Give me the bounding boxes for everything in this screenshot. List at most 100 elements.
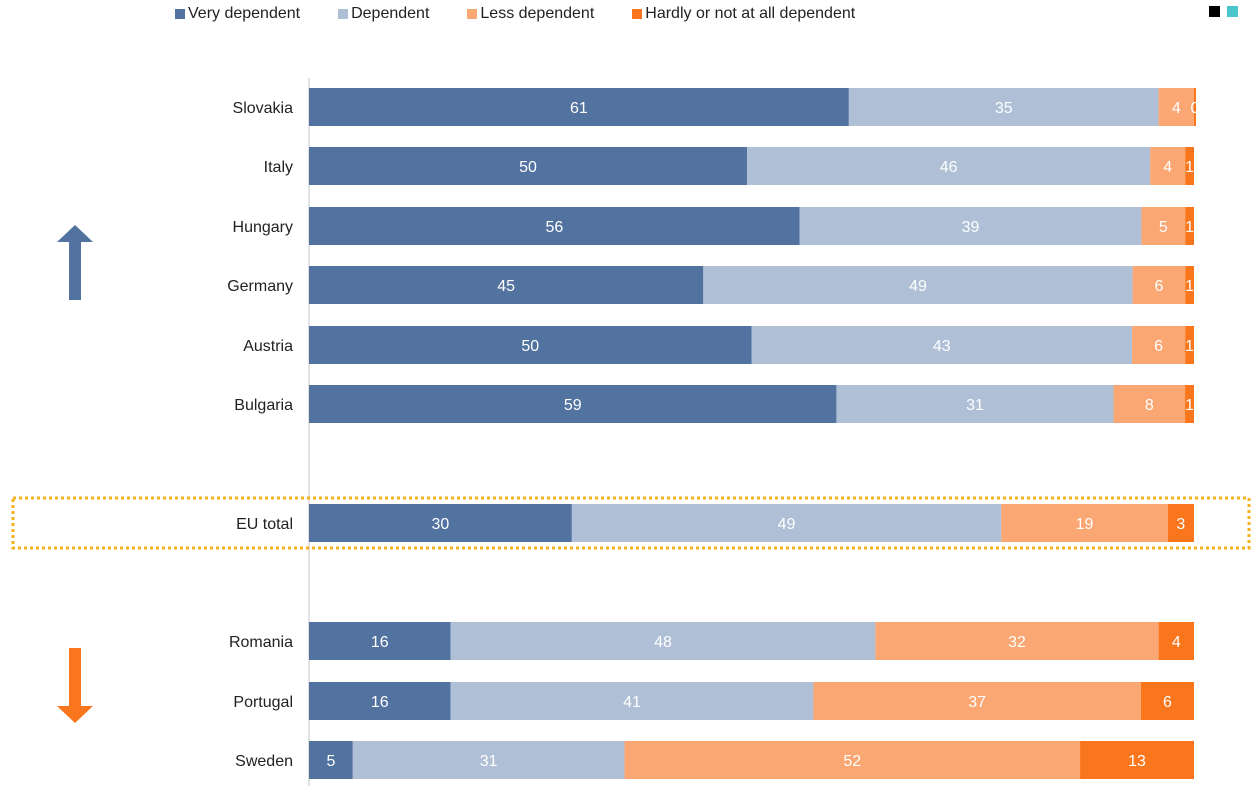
legend-label: Less dependent xyxy=(480,5,595,22)
category-label: EU total xyxy=(236,516,293,533)
bar-segment xyxy=(450,622,876,660)
data-label: 4 xyxy=(1172,634,1181,651)
bar-segment xyxy=(1113,385,1186,423)
bar-segment xyxy=(751,326,1133,364)
data-label: 19 xyxy=(1076,516,1094,533)
category-label: Austria xyxy=(243,338,293,355)
bar-segment xyxy=(1001,504,1168,542)
data-label: 30 xyxy=(432,516,450,533)
corner-swatch-black xyxy=(1209,6,1220,17)
category-label: Portugal xyxy=(233,694,293,711)
bar-segment xyxy=(309,207,800,245)
category-label: Hungary xyxy=(233,219,293,236)
corner-swatch-teal xyxy=(1227,6,1238,17)
category-label: Slovakia xyxy=(233,100,294,117)
bar-segment xyxy=(1080,741,1194,779)
category-label: Romania xyxy=(229,634,293,651)
data-label: 50 xyxy=(519,159,537,176)
data-label: 5 xyxy=(326,753,335,770)
legend-label: Hardly or not at all dependent xyxy=(645,5,856,22)
bar-segment xyxy=(352,741,625,779)
data-label: 39 xyxy=(962,219,980,236)
data-label: 1 xyxy=(1185,397,1194,414)
data-label: 48 xyxy=(654,634,672,651)
down-arrow-icon xyxy=(57,648,93,723)
bar-segment xyxy=(309,147,748,185)
data-label: 59 xyxy=(564,397,582,414)
data-label: 6 xyxy=(1163,694,1172,711)
bar-segment xyxy=(1141,207,1186,245)
bar-segment xyxy=(1140,682,1194,720)
bar-segment xyxy=(571,504,1002,542)
bar-segment xyxy=(309,504,572,542)
data-label: 31 xyxy=(480,753,498,770)
legend-swatch xyxy=(175,9,185,19)
data-label: 3 xyxy=(1176,516,1185,533)
bar-segment xyxy=(1158,88,1194,126)
data-label: 52 xyxy=(843,753,861,770)
data-label: 32 xyxy=(1008,634,1026,651)
bar-segment xyxy=(1185,385,1194,423)
data-label: 49 xyxy=(909,278,927,295)
data-label: 13 xyxy=(1128,753,1146,770)
bar-segment xyxy=(309,741,353,779)
data-label: 1 xyxy=(1185,338,1194,355)
legend-swatch xyxy=(338,9,349,19)
bar-segment xyxy=(1185,147,1194,185)
bar-segment xyxy=(848,88,1159,126)
bar-segment xyxy=(799,207,1142,245)
bar-segment xyxy=(1185,207,1194,245)
bar-segment xyxy=(1194,88,1196,126)
bar-segment xyxy=(309,88,849,126)
legend-swatch xyxy=(467,9,478,19)
bar-segment xyxy=(813,682,1141,720)
legend-swatch xyxy=(632,9,643,19)
bar-segment xyxy=(309,682,451,720)
data-label: 31 xyxy=(966,397,984,414)
bar-segment xyxy=(624,741,1081,779)
up-arrow-icon xyxy=(57,225,93,300)
data-label: 49 xyxy=(778,516,796,533)
category-label: Sweden xyxy=(235,753,293,770)
data-label: 4 xyxy=(1163,159,1172,176)
bar-segment xyxy=(1132,326,1186,364)
bar-segment xyxy=(1158,622,1194,660)
data-label: 56 xyxy=(545,219,563,236)
bar-segment xyxy=(1150,147,1186,185)
data-label: 8 xyxy=(1145,397,1154,414)
bar-segment xyxy=(1185,326,1194,364)
bar-segment xyxy=(309,266,704,304)
eu-total-highlight-box xyxy=(11,496,1251,550)
data-label: 16 xyxy=(371,634,389,651)
data-label: 4 xyxy=(1172,100,1181,117)
data-label: 45 xyxy=(497,278,515,295)
data-label: 6 xyxy=(1154,338,1163,355)
data-label: 6 xyxy=(1154,278,1163,295)
legend-label: Dependent xyxy=(351,5,430,22)
data-label: 1 xyxy=(1185,278,1194,295)
category-label: Bulgaria xyxy=(234,397,293,414)
data-label: 1 xyxy=(1185,219,1194,236)
legend-item: Hardly or not at all dependent xyxy=(632,5,855,23)
category-label: Germany xyxy=(227,278,293,295)
data-label: 61 xyxy=(570,100,588,117)
data-label: 35 xyxy=(995,100,1013,117)
data-label: 50 xyxy=(521,338,539,355)
legend-item: Less dependent xyxy=(467,5,594,23)
legend-item: Dependent xyxy=(338,5,429,23)
bar-segment xyxy=(703,266,1133,304)
bar-segment xyxy=(309,622,451,660)
data-label: 5 xyxy=(1159,219,1168,236)
data-label: 37 xyxy=(968,694,986,711)
bar-segment xyxy=(309,385,837,423)
bar-segment xyxy=(747,147,1151,185)
legend-label: Very dependent xyxy=(188,5,301,22)
bar-segment xyxy=(450,682,814,720)
data-label: 1 xyxy=(1185,159,1194,176)
data-label: 46 xyxy=(940,159,958,176)
data-label: 0 xyxy=(1191,100,1200,117)
data-label: 16 xyxy=(371,694,389,711)
bar-segment xyxy=(309,326,752,364)
bar-segment xyxy=(1185,266,1194,304)
